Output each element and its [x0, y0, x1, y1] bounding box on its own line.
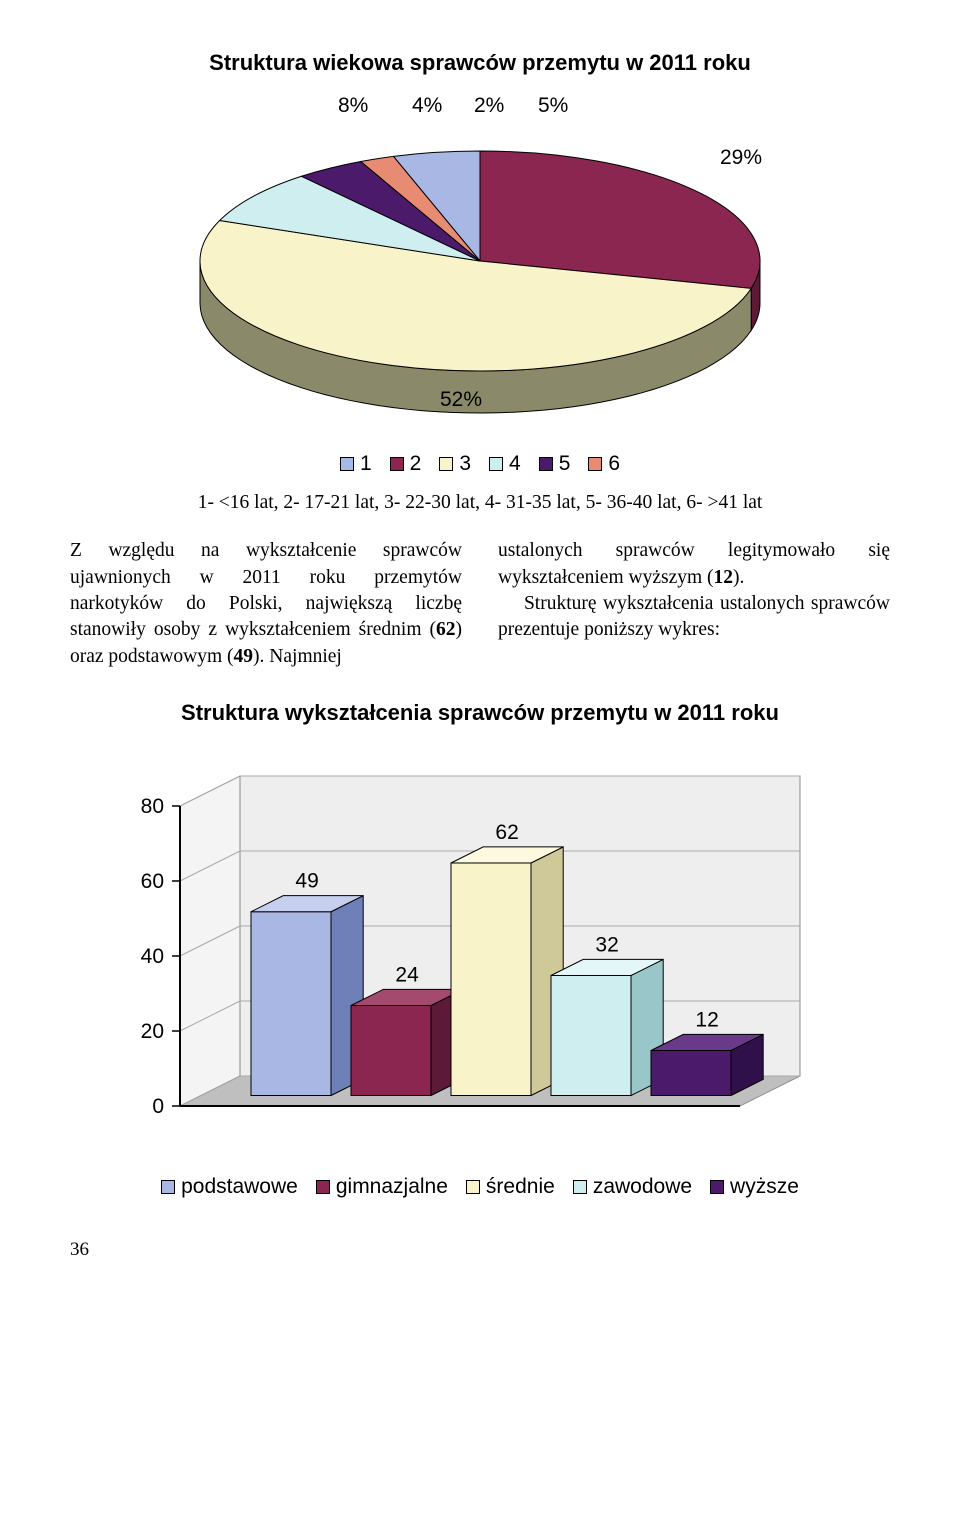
svg-text:49: 49: [295, 870, 318, 893]
legend-label: 3: [459, 452, 471, 476]
legend-swatch: [466, 1180, 480, 1194]
legend-swatch: [710, 1180, 724, 1194]
pie-legend-item: 6: [588, 452, 620, 476]
bar-legend-item: wyższe: [710, 1175, 799, 1199]
legend-swatch: [539, 457, 553, 471]
pie-percent-label: 2%: [474, 94, 504, 118]
pie-legend-item: 4: [489, 452, 521, 476]
pie-legend-item: 1: [340, 452, 372, 476]
legend-swatch: [340, 457, 354, 471]
svg-text:0: 0: [152, 1095, 164, 1118]
svg-text:12: 12: [695, 1008, 718, 1031]
legend-label: 1: [360, 452, 372, 476]
svg-text:40: 40: [141, 945, 164, 968]
pie-chart-title: Struktura wiekowa sprawców przemytu w 20…: [70, 50, 890, 76]
pie-percent-label: 8%: [338, 94, 368, 118]
svg-text:20: 20: [141, 1020, 164, 1043]
pie-percent-label: 29%: [720, 146, 762, 170]
svg-text:80: 80: [141, 795, 164, 818]
bar-legend-item: średnie: [466, 1175, 555, 1199]
pie-chart: 8% 4% 2% 5% 29% 52%: [70, 86, 890, 446]
bar-legend-item: zawodowe: [573, 1175, 692, 1199]
pie-caption: 1- <16 lat, 2- 17-21 lat, 3- 22-30 lat, …: [70, 490, 890, 516]
svg-text:24: 24: [395, 963, 419, 986]
legend-label: 4: [509, 452, 521, 476]
pie-percent-label: 4%: [412, 94, 442, 118]
legend-label: 5: [559, 452, 571, 476]
bar-chart-svg: 0 20 40 60 80 49 24 62 32 12: [70, 736, 890, 1166]
legend-swatch: [573, 1180, 587, 1194]
legend-label: średnie: [486, 1175, 555, 1199]
pie-percent-label: 52%: [440, 388, 482, 412]
pie-legend-item: 2: [390, 452, 422, 476]
bar-legend-item: podstawowe: [161, 1175, 298, 1199]
body-text: Z względu na wykształcenie sprawców ujaw…: [70, 538, 890, 670]
bar-legend-item: gimnazjalne: [316, 1175, 448, 1199]
legend-swatch: [588, 457, 602, 471]
legend-swatch: [161, 1180, 175, 1194]
legend-swatch: [316, 1180, 330, 1194]
legend-label: podstawowe: [181, 1175, 298, 1199]
legend-label: 6: [608, 452, 620, 476]
bar-legend: podstawowe gimnazjalne średnie zawodowe wyżs…: [70, 1175, 890, 1199]
pie-percent-label: 5%: [538, 94, 568, 118]
pie-legend-item: 3: [439, 452, 471, 476]
svg-text:60: 60: [141, 870, 164, 893]
bar-chart-title: Struktura wykształcenia sprawców przemyt…: [70, 700, 890, 726]
svg-text:62: 62: [495, 821, 518, 844]
legend-swatch: [439, 457, 453, 471]
legend-swatch: [390, 457, 404, 471]
legend-label: zawodowe: [593, 1175, 692, 1199]
legend-swatch: [489, 457, 503, 471]
body-text-right: ustalonych sprawców legitymowało się wyk…: [498, 538, 890, 670]
pie-legend: 1 2 3 4 5 6: [70, 452, 890, 476]
pie-legend-item: 5: [539, 452, 571, 476]
body-text-left: Z względu na wykształcenie sprawców ujaw…: [70, 538, 462, 670]
svg-text:32: 32: [595, 933, 618, 956]
legend-label: 2: [410, 452, 422, 476]
legend-label: gimnazjalne: [336, 1175, 448, 1199]
bar-chart: 0 20 40 60 80 49 24 62 32 12: [70, 736, 890, 1171]
legend-label: wyższe: [730, 1175, 799, 1199]
page-number: 36: [70, 1239, 890, 1261]
